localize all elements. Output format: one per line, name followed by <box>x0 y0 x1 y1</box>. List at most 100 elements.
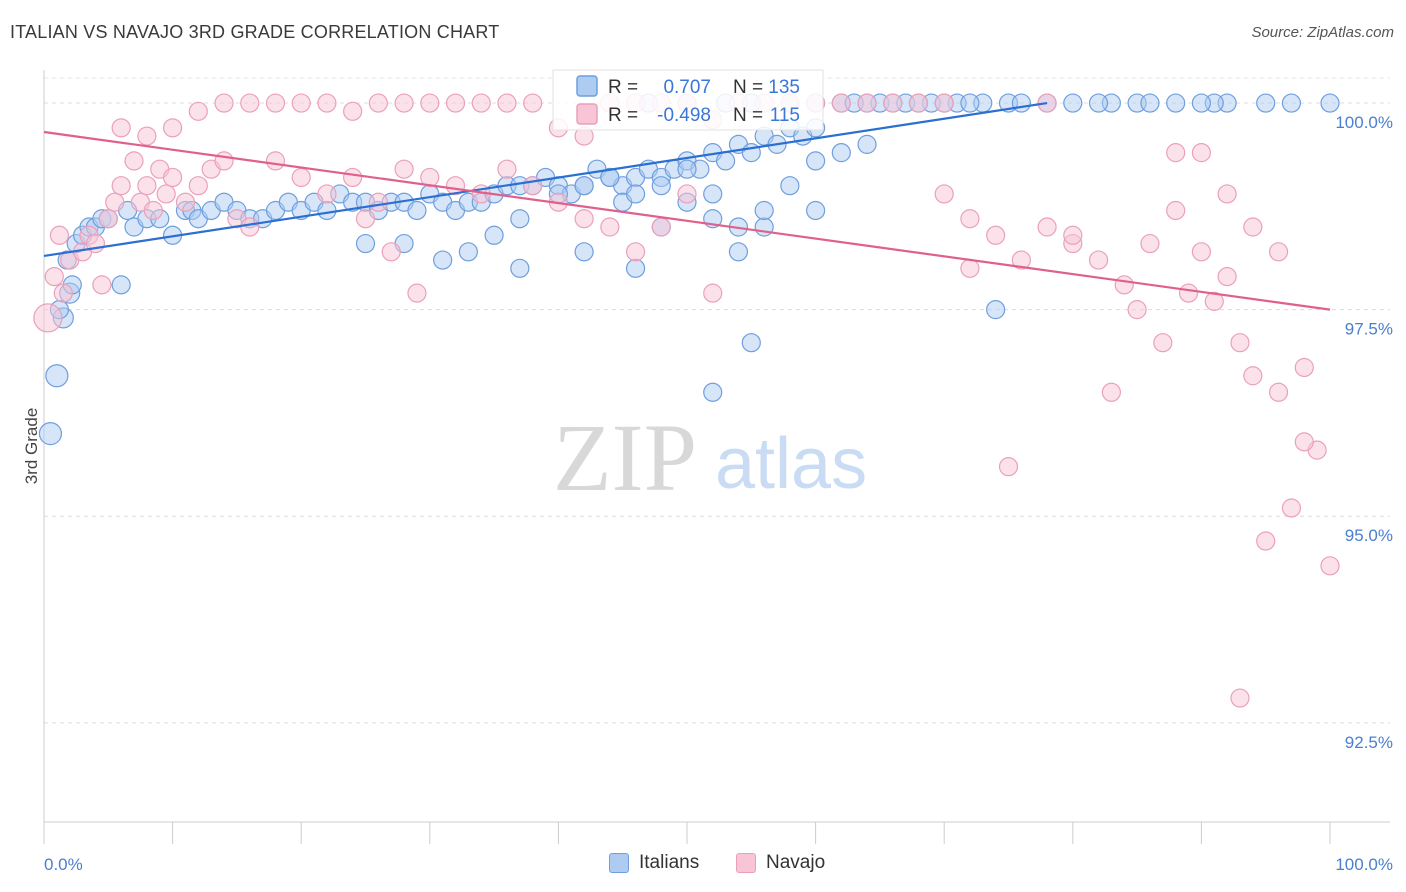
data-point-navajo[interactable] <box>445 93 466 113</box>
data-point-navajo[interactable] <box>1114 275 1134 295</box>
data-point-italians[interactable] <box>651 176 671 196</box>
data-point-navajo[interactable] <box>960 209 980 229</box>
data-point-navajo[interactable] <box>188 101 208 121</box>
data-point-navajo[interactable] <box>214 151 234 171</box>
data-point-italians[interactable] <box>1281 93 1302 113</box>
data-point-navajo[interactable] <box>33 303 63 333</box>
data-point-navajo[interactable] <box>92 275 112 295</box>
data-point-navajo[interactable] <box>1256 531 1276 551</box>
data-point-navajo[interactable] <box>677 184 697 204</box>
data-point-italians[interactable] <box>805 151 826 171</box>
data-point-navajo[interactable] <box>1217 266 1237 287</box>
data-point-italians[interactable] <box>831 143 851 163</box>
data-point-italians[interactable] <box>857 134 877 154</box>
data-point-navajo[interactable] <box>188 176 208 196</box>
data-point-navajo[interactable] <box>908 93 929 113</box>
data-point-navajo[interactable] <box>98 209 118 229</box>
data-point-italians[interactable] <box>458 242 478 262</box>
data-point-italians[interactable] <box>574 242 594 262</box>
data-point-italians[interactable] <box>574 176 594 196</box>
data-point-navajo[interactable] <box>355 209 376 229</box>
data-point-italians[interactable] <box>484 225 504 245</box>
data-point-navajo[interactable] <box>53 283 73 303</box>
data-point-navajo[interactable] <box>1230 333 1250 353</box>
data-point-navajo[interactable] <box>49 225 70 245</box>
data-point-italians[interactable] <box>355 233 376 254</box>
data-point-navajo[interactable] <box>317 184 337 204</box>
data-point-italians[interactable] <box>754 200 774 221</box>
data-point-navajo[interactable] <box>163 167 183 188</box>
data-point-navajo[interactable] <box>111 118 131 138</box>
data-point-navajo[interactable] <box>137 176 157 196</box>
data-point-navajo[interactable] <box>105 192 125 212</box>
data-point-navajo[interactable] <box>111 176 131 196</box>
data-point-navajo[interactable] <box>381 242 401 262</box>
data-point-navajo[interactable] <box>1294 432 1314 452</box>
data-point-navajo[interactable] <box>1204 291 1224 311</box>
data-point-italians[interactable] <box>625 258 646 278</box>
data-point-navajo[interactable] <box>1178 283 1199 303</box>
legend-item-italians[interactable]: Italians <box>609 852 699 874</box>
data-point-italians[interactable] <box>625 184 646 204</box>
data-point-navajo[interactable] <box>1063 225 1083 245</box>
data-point-italians[interactable] <box>600 167 620 188</box>
data-point-navajo[interactable] <box>625 242 646 262</box>
data-point-navajo[interactable] <box>137 126 157 146</box>
data-point-navajo[interactable] <box>998 457 1019 477</box>
data-point-italians[interactable] <box>1191 93 1212 113</box>
data-point-italians[interactable] <box>986 300 1006 320</box>
data-point-navajo[interactable] <box>651 217 671 237</box>
data-point-navajo[interactable] <box>394 93 414 113</box>
data-point-navajo[interactable] <box>497 159 517 179</box>
data-point-navajo[interactable] <box>1140 233 1160 254</box>
data-point-navajo[interactable] <box>986 225 1006 245</box>
data-point-navajo[interactable] <box>883 93 903 113</box>
data-point-italians[interactable] <box>510 258 530 278</box>
data-point-navajo[interactable] <box>1088 250 1109 270</box>
data-point-navajo[interactable] <box>1191 242 1212 262</box>
data-point-italians[interactable] <box>510 209 530 229</box>
data-point-navajo[interactable] <box>291 93 311 113</box>
data-point-navajo[interactable] <box>1294 357 1314 378</box>
data-point-italians[interactable] <box>45 364 69 388</box>
data-point-navajo[interactable] <box>1217 184 1237 204</box>
data-point-navajo[interactable] <box>934 93 954 113</box>
data-point-italians[interactable] <box>111 275 131 295</box>
data-point-italians[interactable] <box>703 382 723 402</box>
data-point-navajo[interactable] <box>214 93 234 113</box>
data-point-navajo[interactable] <box>420 93 440 113</box>
data-point-navajo[interactable] <box>368 192 388 212</box>
data-point-navajo[interactable] <box>600 217 620 237</box>
data-point-italians[interactable] <box>1320 93 1340 113</box>
data-point-italians[interactable] <box>1256 93 1276 113</box>
data-point-italians[interactable] <box>38 422 63 446</box>
data-point-navajo[interactable] <box>156 184 176 204</box>
data-point-navajo[interactable] <box>291 167 311 188</box>
data-point-italians[interactable] <box>677 159 697 179</box>
data-point-italians[interactable] <box>317 200 337 221</box>
data-point-italians[interactable] <box>1088 93 1109 113</box>
data-point-navajo[interactable] <box>960 258 980 278</box>
data-point-navajo[interactable] <box>175 192 196 212</box>
data-point-navajo[interactable] <box>1166 200 1186 221</box>
data-point-navajo[interactable] <box>703 283 723 303</box>
data-point-italians[interactable] <box>741 333 761 353</box>
data-point-italians[interactable] <box>703 184 723 204</box>
legend-item-navajo[interactable]: Navajo <box>736 852 825 874</box>
data-point-navajo[interactable] <box>265 93 286 113</box>
data-point-navajo[interactable] <box>44 266 64 287</box>
data-point-navajo[interactable] <box>1230 688 1250 708</box>
data-point-navajo[interactable] <box>831 93 851 113</box>
data-point-italians[interactable] <box>1140 93 1160 113</box>
data-point-italians[interactable] <box>433 250 453 270</box>
data-point-italians[interactable] <box>960 93 980 113</box>
data-point-italians[interactable] <box>728 242 749 262</box>
data-point-navajo[interactable] <box>1268 382 1289 402</box>
data-point-navajo[interactable] <box>1268 242 1289 262</box>
data-point-navajo[interactable] <box>394 159 414 179</box>
data-point-navajo[interactable] <box>1037 217 1057 237</box>
data-point-navajo[interactable] <box>420 167 440 188</box>
data-point-navajo[interactable] <box>1153 333 1173 353</box>
data-point-navajo[interactable] <box>407 283 427 303</box>
data-point-navajo[interactable] <box>1243 217 1263 237</box>
